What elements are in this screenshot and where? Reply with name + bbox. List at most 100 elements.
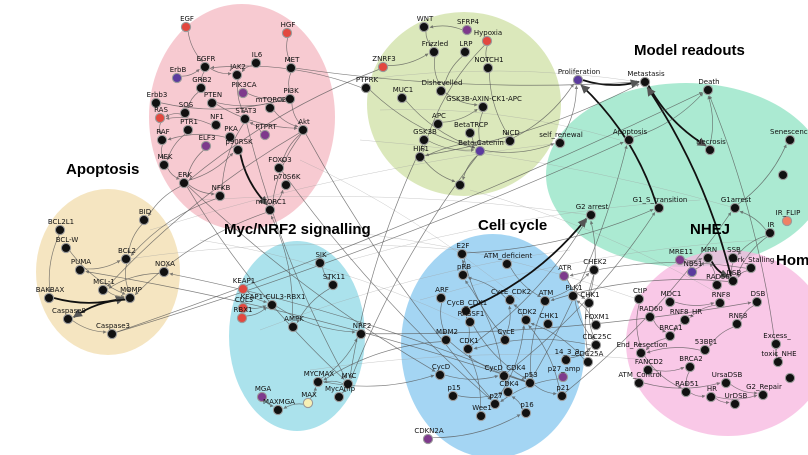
node-marker[interactable] xyxy=(585,209,597,221)
node-ras[interactable]: RAS xyxy=(154,106,168,124)
node-marker[interactable] xyxy=(43,292,55,304)
node-marker[interactable] xyxy=(623,134,635,146)
node-marker[interactable] xyxy=(751,296,763,308)
node-marker[interactable] xyxy=(680,386,692,398)
node-p27-amp[interactable]: p27_amp xyxy=(548,365,581,383)
node-momp[interactable]: MOMP xyxy=(120,286,142,304)
node-p21[interactable]: p21 xyxy=(556,384,570,402)
node-self-renewal[interactable]: self_renewal xyxy=(539,131,583,149)
node-grb2[interactable]: GRB2 xyxy=(192,76,212,94)
node-excess-ssb[interactable]: Excess_ xyxy=(763,332,791,350)
node-marker[interactable] xyxy=(256,391,268,403)
node-marker[interactable] xyxy=(784,134,796,146)
node-marker[interactable] xyxy=(250,57,262,69)
node-hr[interactable]: HR xyxy=(705,385,717,403)
node-marker[interactable] xyxy=(633,293,645,305)
node-marker[interactable] xyxy=(236,312,248,324)
node-pi3k[interactable]: PI3K xyxy=(283,87,299,105)
node-marker[interactable] xyxy=(342,378,354,390)
node-marker[interactable] xyxy=(62,313,74,325)
node-marker[interactable] xyxy=(158,159,170,171)
node-marker[interactable] xyxy=(333,391,345,403)
node-marker[interactable] xyxy=(231,69,243,81)
node-marker[interactable] xyxy=(639,76,651,88)
node-betacatenin[interactable]: Beta-Catenin xyxy=(458,139,504,157)
node-marker[interactable] xyxy=(481,35,493,47)
node-dsb[interactable]: DSB xyxy=(727,269,742,287)
node-marker[interactable] xyxy=(588,264,600,276)
node-p90rsk[interactable]: p90RSK xyxy=(225,138,253,156)
node-necrosis[interactable]: Necrosis xyxy=(696,138,726,156)
node-cycd[interactable]: CycD xyxy=(432,363,450,381)
node-toxic-nhej[interactable]: toxic_NHE xyxy=(761,350,797,368)
node-elf3[interactable]: ELF3 xyxy=(199,134,216,152)
node-caspase9[interactable]: Caspase9 xyxy=(52,307,86,325)
node-marker[interactable] xyxy=(557,371,569,383)
node-marker[interactable] xyxy=(567,290,579,302)
node-nicd[interactable]: NICD xyxy=(502,129,520,147)
node-cdk1[interactable]: CDK1 xyxy=(459,337,479,355)
node-marker[interactable] xyxy=(138,214,150,226)
node-marker[interactable] xyxy=(764,227,776,239)
node-dsb2[interactable]: DSB xyxy=(751,290,766,308)
node-brca2[interactable]: BRCA2 xyxy=(679,355,703,373)
node-marker[interactable] xyxy=(180,21,192,33)
node-nfkb[interactable]: NFKB xyxy=(212,184,231,202)
node-marker[interactable] xyxy=(456,248,468,260)
node-ptr1[interactable]: PTR1 xyxy=(180,118,198,136)
node-rad51[interactable]: RAD51 xyxy=(675,380,699,398)
node-marker[interactable] xyxy=(590,339,602,351)
node-marker[interactable] xyxy=(558,270,570,282)
node-wee1[interactable]: Wee1 xyxy=(472,404,492,422)
node-il6[interactable]: IL6 xyxy=(250,51,263,69)
node-marker[interactable] xyxy=(54,224,66,236)
node-marker[interactable] xyxy=(684,361,696,373)
node-cycd-cdk4[interactable]: CycD_CDK4 xyxy=(484,364,526,382)
node-marker[interactable] xyxy=(699,344,711,356)
node-marker[interactable] xyxy=(428,46,440,58)
node-metastasis[interactable]: Metastasis xyxy=(627,70,665,88)
node-marker[interactable] xyxy=(327,279,339,291)
node-marker[interactable] xyxy=(475,410,487,422)
node-marker[interactable] xyxy=(664,296,676,308)
node-marker[interactable] xyxy=(264,102,276,114)
node-e2f[interactable]: E2F xyxy=(456,242,470,260)
node-rassf1[interactable]: RASSF1 xyxy=(458,310,485,328)
node-foxm1[interactable]: FOXM1 xyxy=(585,313,609,331)
node-nbs1[interactable]: NBS1 xyxy=(684,260,703,278)
node-marker[interactable] xyxy=(499,334,511,346)
node-bakbax[interactable]: BAKBAX xyxy=(36,286,65,304)
node-fancd2[interactable]: FANCD2 xyxy=(635,358,663,376)
node-urdsb[interactable]: UrDSB xyxy=(725,392,748,410)
node-marker[interactable] xyxy=(542,318,554,330)
node-rad50[interactable]: RAD50 xyxy=(706,273,730,291)
node-marker[interactable] xyxy=(377,61,389,73)
node-marker[interactable] xyxy=(727,275,739,287)
node-wnt[interactable]: WNT xyxy=(417,15,434,33)
node-marker[interactable] xyxy=(460,305,472,317)
node-marker[interactable] xyxy=(501,258,513,270)
node-marker[interactable] xyxy=(432,118,444,130)
node-ampk[interactable]: AMPK xyxy=(284,315,304,333)
node-marker[interactable] xyxy=(273,162,285,174)
node-marker[interactable] xyxy=(434,369,446,381)
node-hom-out[interactable] xyxy=(784,372,796,384)
node-marker[interactable] xyxy=(705,391,717,403)
node-bcl-w[interactable]: BCL-W xyxy=(56,236,79,254)
node-marker[interactable] xyxy=(745,262,757,274)
node-marker[interactable] xyxy=(224,131,236,143)
node-marker[interactable] xyxy=(266,299,278,311)
node-marker[interactable] xyxy=(477,101,489,113)
node-fork-stalling[interactable]: Fork_Stalling xyxy=(730,256,775,274)
node-marker[interactable] xyxy=(770,338,782,350)
node-marker[interactable] xyxy=(60,242,72,254)
node-erbb3[interactable]: Erbb3 xyxy=(147,91,168,109)
node-atm-control[interactable]: ATM_Control xyxy=(618,371,662,389)
node-marker[interactable] xyxy=(435,292,447,304)
node-chek2[interactable]: CHEK2 xyxy=(583,258,607,276)
node-rnf8-hr[interactable]: RNF8_HR xyxy=(670,308,702,326)
node-marker[interactable] xyxy=(281,27,293,39)
node-marker[interactable] xyxy=(447,390,459,402)
node-erbb[interactable]: ErbB xyxy=(170,66,187,84)
node-keap1[interactable]: KEAP1 xyxy=(233,277,255,295)
